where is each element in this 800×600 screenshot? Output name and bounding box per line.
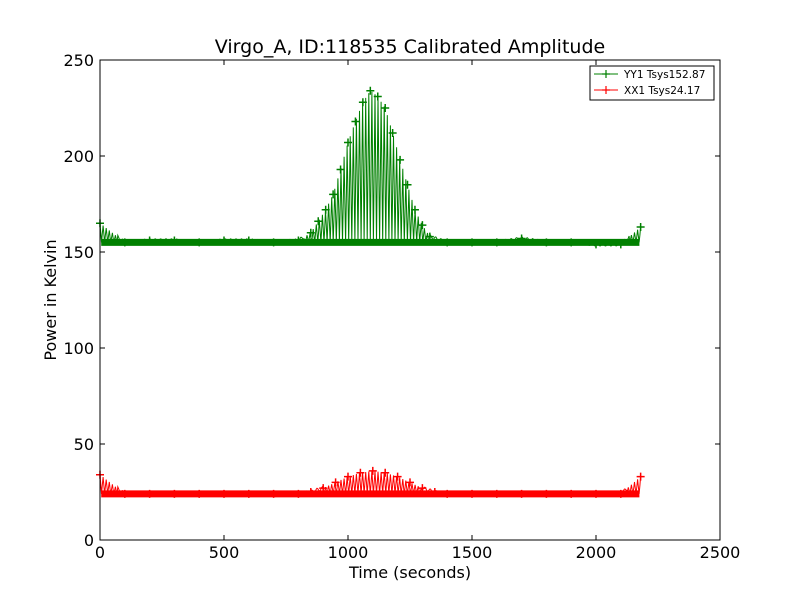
data-point (388, 128, 397, 137)
data-point (406, 478, 414, 487)
legend-entries: YY1 Tsys152.87 XX1 Tsys24.17 (594, 69, 705, 97)
data-point (492, 238, 501, 247)
data-point (195, 489, 204, 498)
data-point (220, 489, 228, 498)
legend-label: YY1 Tsys152.87 (623, 69, 705, 81)
data-point (430, 488, 439, 496)
data-point (443, 489, 452, 498)
legend-box (589, 65, 715, 101)
series-line (99, 91, 642, 247)
data-point (366, 86, 375, 95)
data-point (145, 236, 154, 245)
series-layer (96, 86, 645, 498)
data-point (195, 238, 204, 247)
data-point (468, 489, 476, 498)
data-point (368, 466, 377, 475)
data-point (306, 228, 315, 237)
data-point (567, 489, 576, 498)
y-tick-label: 200 (63, 147, 94, 166)
data-point (294, 236, 303, 245)
legend-marker (602, 86, 610, 94)
y-tick-label: 50 (74, 435, 94, 454)
data-point (145, 489, 154, 498)
data-point (381, 104, 390, 112)
legend-marker (602, 70, 610, 78)
data-point (443, 238, 452, 247)
data-point (331, 478, 340, 487)
data-point (269, 238, 278, 247)
legend-label: XX1 Tsys24.17 (624, 85, 700, 97)
data-point (319, 484, 328, 493)
data-point (542, 238, 551, 247)
data-point (373, 92, 382, 101)
data-point (425, 232, 434, 241)
data-point (244, 489, 253, 498)
legend-entry: XX1 Tsys24.17 (594, 85, 700, 97)
data-point (396, 155, 405, 164)
x-tick-label: 500 (209, 543, 240, 562)
x-tick-label: 0 (95, 543, 105, 562)
data-point (542, 489, 551, 498)
data-point (468, 238, 476, 247)
data-point (344, 138, 352, 147)
y-tick-label: 0 (84, 531, 94, 550)
data-point (393, 472, 402, 481)
x-tick-label: 2000 (576, 543, 617, 562)
legend: YY1 Tsys152.87 XX1 Tsys24.17 (589, 65, 715, 101)
data-point (410, 205, 419, 214)
data-point (170, 489, 179, 498)
data-point (636, 223, 645, 232)
data-point (636, 472, 645, 481)
y-axis-label: Power in Kelvin (41, 239, 60, 360)
y-tick-label: 100 (63, 339, 94, 358)
data-point (517, 234, 526, 243)
data-point (358, 98, 367, 107)
data-point (244, 236, 253, 245)
data-point (351, 117, 360, 126)
data-point (418, 221, 427, 230)
data-point (120, 238, 129, 247)
data-point (120, 489, 129, 498)
data-point (306, 488, 315, 496)
data-point (321, 205, 330, 214)
data-point (314, 217, 323, 226)
chart-title: Virgo_A, ID:118535 Calibrated Amplitude (215, 36, 605, 58)
series-xx1 (96, 466, 645, 498)
data-point (492, 489, 501, 498)
data-point (616, 489, 625, 498)
x-tick-label: 1000 (328, 543, 369, 562)
data-point (336, 165, 345, 174)
x-axis-label: Time (seconds) (348, 563, 471, 582)
data-point (269, 489, 278, 498)
y-tick-label: 150 (63, 243, 94, 262)
series-yy1 (96, 86, 645, 249)
data-point (220, 236, 228, 245)
x-tick-label: 1500 (452, 543, 493, 562)
data-point (170, 236, 179, 245)
data-point (329, 190, 338, 199)
legend-entry: YY1 Tsys152.87 (594, 69, 705, 81)
plot-frame (99, 59, 721, 541)
x-tick-label: 2500 (700, 543, 741, 562)
data-point (381, 468, 390, 477)
data-point (418, 484, 427, 493)
data-point (344, 472, 352, 481)
data-point (616, 240, 625, 249)
ticks-layer: 0 500 1000 1500 2000 2500 0 50 100 150 200 250 (63, 51, 740, 562)
data-point (356, 468, 365, 477)
data-point (403, 180, 412, 189)
data-point (592, 489, 600, 498)
data-point (592, 240, 600, 249)
data-point (294, 489, 303, 498)
y-tick-label: 250 (63, 51, 94, 70)
data-point (567, 238, 576, 247)
data-point (517, 489, 526, 498)
